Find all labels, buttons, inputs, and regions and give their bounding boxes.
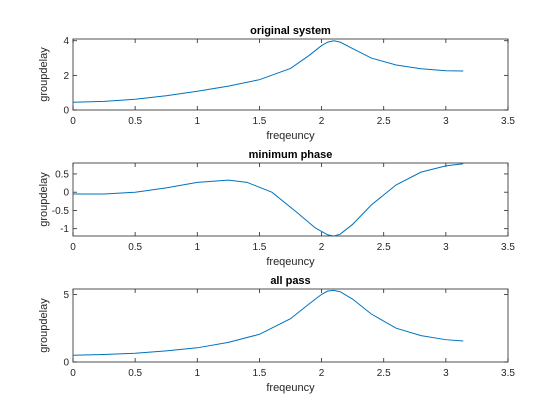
subplot-1-ylabel: groupdelay (38, 47, 50, 102)
subplot-1-xtick-label: 0.5 (128, 116, 142, 127)
subplot-2-xlabel: freqeuncy (266, 256, 315, 268)
subplot-1-xtick-label: 2.5 (377, 116, 391, 127)
subplot-3-series-line (72, 289, 464, 356)
subplot-2-xtick-label: 0 (70, 242, 76, 253)
subplot-3-xtick-label: 0 (70, 368, 76, 379)
subplot-1-xtick-label: 1 (195, 116, 201, 127)
subplot-3-xtick-label: 2.5 (377, 368, 391, 379)
subplot-1-title: original system (250, 25, 331, 37)
subplot-2-title: minimum phase (249, 149, 333, 161)
subplot-3-ytick-label: 5 (63, 290, 69, 301)
subplot-1-xlabel: freqeuncy (266, 130, 315, 142)
subplot-1-xtick-label: 2 (319, 116, 325, 127)
subplot-3-xtick-label: 1 (195, 368, 201, 379)
subplot-1-xtick-label: 0 (70, 116, 76, 127)
subplot-3-title: all pass (270, 275, 310, 287)
subplot-3-ylabel: groupdelay (38, 298, 50, 353)
subplot-3-ytick-label: 0 (63, 358, 69, 369)
subplot-1-xtick-label: 3 (443, 116, 449, 127)
subplot-1-xtick-label: 1.5 (252, 116, 266, 127)
subplot-2-axes-box (72, 162, 509, 237)
subplot-2-xtick-label: 3.5 (501, 242, 515, 253)
subplot-3-xtick-label: 2 (319, 368, 325, 379)
subplot-2-xtick-label: 3 (443, 242, 449, 253)
subplot-3-xlabel: freqeuncy (266, 382, 315, 394)
subplot-2-ylabel: groupdelay (38, 172, 50, 227)
subplot-2-xtick-label: 0.5 (128, 242, 142, 253)
subplot-2-xtick-label: 2.5 (377, 242, 391, 253)
subplot-1-ytick-label: 4 (63, 36, 69, 47)
subplot-2-xtick-label: 2 (319, 242, 325, 253)
subplot-1-series-line (72, 40, 464, 103)
subplot-3-xtick-label: 1.5 (252, 368, 266, 379)
subplot-1-xtick-label: 3.5 (501, 116, 515, 127)
subplot-2-ytick-label: -1 (60, 224, 69, 235)
subplot-3-xtick-label: 3 (443, 368, 449, 379)
subplot-1-ytick-label: 0 (63, 106, 69, 117)
subplot-3-axes-box (72, 288, 509, 363)
subplot-3-xtick-label: 3.5 (501, 368, 515, 379)
subplot-1-ytick-label: 2 (63, 71, 69, 82)
subplot-2-xtick-label: 1.5 (252, 242, 266, 253)
subplot-2-ytick-label: 0 (63, 188, 69, 199)
subplot-2-xtick-label: 1 (195, 242, 201, 253)
subplot-2-series-line (73, 163, 464, 237)
subplot-2-ytick-label: 0.5 (55, 169, 69, 180)
subplot-2-ytick-label: -0.5 (52, 206, 70, 217)
subplot-3-xtick-label: 0.5 (128, 368, 142, 379)
